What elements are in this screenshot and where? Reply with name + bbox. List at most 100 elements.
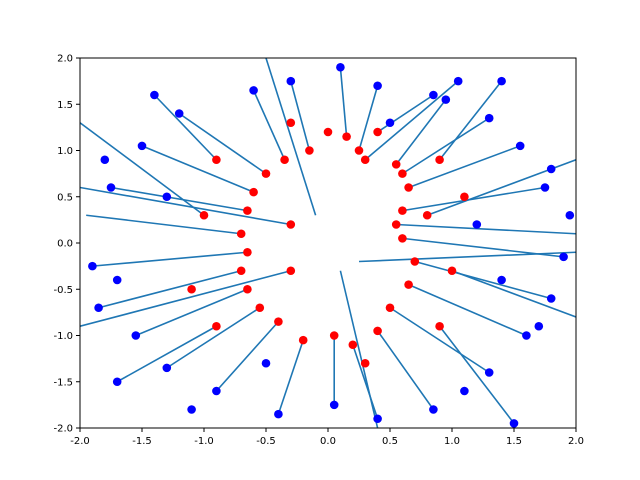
inner-point: [236, 229, 246, 239]
x-tick-label: 2.0: [568, 436, 584, 447]
outer-point: [453, 76, 463, 86]
outer-point: [261, 358, 271, 368]
inner-point: [199, 210, 209, 220]
inner-point: [404, 183, 413, 192]
segment-line: [451, 270, 576, 318]
segment-line: [376, 330, 435, 410]
segment-line: [414, 260, 552, 300]
outer-point: [88, 261, 97, 271]
segment-line: [98, 269, 242, 309]
y-tick-label: -1.5: [53, 377, 73, 388]
outer-point: [174, 109, 184, 118]
inner-point: [373, 326, 382, 336]
x-tick-label: 0.5: [382, 436, 398, 447]
outer-point: [106, 183, 116, 192]
segment-line: [252, 90, 286, 161]
outer-point: [286, 76, 296, 86]
y-tick-label: 2.0: [57, 54, 73, 65]
inner-point: [354, 146, 364, 155]
plot-area: [80, 58, 576, 428]
outer-point: [429, 405, 438, 414]
segment-line: [80, 186, 291, 226]
outer-point: [484, 113, 494, 123]
inner-point: [255, 303, 265, 313]
y-tick-label: -1.0: [53, 331, 73, 342]
inner-point: [243, 206, 252, 215]
outer-point: [522, 331, 531, 340]
segment-line: [215, 321, 279, 392]
inner-point: [447, 266, 457, 276]
inner-point: [212, 321, 221, 331]
x-axis: -2.0 -1.5 -1.0 -0.5 0.0 0.5 1.0 1.5 2.0: [70, 428, 584, 447]
outer-point: [212, 386, 221, 396]
y-tick-label: 1.5: [57, 100, 73, 111]
segment-line: [402, 186, 546, 212]
outer-point: [472, 220, 482, 229]
outer-point: [249, 86, 258, 95]
segment-line: [364, 80, 459, 161]
outer-point: [112, 377, 122, 387]
outer-point: [329, 400, 339, 410]
outer-point: [484, 368, 494, 377]
segment-line: [86, 214, 242, 235]
x-tick-label: -2.0: [70, 436, 90, 447]
inner-point: [385, 303, 395, 313]
outer-point: [534, 321, 544, 331]
inner-point: [410, 257, 420, 266]
outer-point: [373, 81, 382, 91]
outer-point: [460, 386, 469, 396]
inner-point: [435, 155, 444, 165]
segment-line: [377, 94, 434, 133]
outer-point: [385, 118, 395, 128]
outer-point: [373, 414, 382, 424]
y-tick-label: 1.0: [57, 146, 73, 157]
inner-point: [243, 284, 252, 294]
segment-line: [339, 67, 348, 137]
segment-line: [396, 223, 576, 235]
outer-point: [497, 76, 506, 86]
inner-point: [398, 234, 407, 243]
outer-point: [112, 275, 122, 285]
outer-point: [100, 155, 110, 165]
segment-line: [358, 251, 576, 263]
y-tick-label: -0.5: [53, 285, 73, 296]
segment-line: [265, 58, 317, 216]
inner-point: [391, 220, 401, 229]
segment-line: [290, 80, 311, 151]
x-tick-label: -1.5: [132, 436, 152, 447]
inner-point: [422, 210, 432, 220]
inner-point: [329, 331, 339, 340]
outer-point: [509, 419, 519, 428]
outer-point: [131, 331, 141, 340]
inner-point: [280, 155, 289, 165]
inner-point: [236, 266, 246, 276]
inner-point: [187, 284, 196, 294]
segment-line: [408, 283, 527, 337]
inner-point: [323, 127, 333, 137]
y-tick-label: 0.0: [57, 239, 73, 250]
x-tick-label: 1.0: [444, 436, 460, 447]
segment-line: [339, 270, 379, 428]
inner-point: [243, 247, 252, 257]
inner-point: [398, 169, 407, 178]
inner-point: [249, 187, 258, 197]
outer-point: [336, 62, 345, 72]
outer-point: [546, 294, 556, 303]
outer-point: [565, 210, 575, 220]
inner-point: [360, 155, 370, 165]
y-axis: -2.0 -1.5 -1.0 -0.5 0.0 0.5 1.0 1.5 2.0: [53, 54, 80, 435]
segment-line: [438, 80, 503, 161]
inner-point: [298, 335, 308, 345]
segment-line: [92, 251, 248, 267]
inner-point: [212, 155, 221, 165]
segment-line: [110, 186, 248, 212]
segment-line: [408, 145, 521, 189]
segment-line: [80, 122, 205, 216]
segment-line: [141, 145, 254, 193]
segment-line: [153, 94, 217, 161]
outer-point: [559, 252, 568, 262]
x-tick-label: -1.0: [194, 436, 214, 447]
outer-point: [429, 90, 438, 100]
